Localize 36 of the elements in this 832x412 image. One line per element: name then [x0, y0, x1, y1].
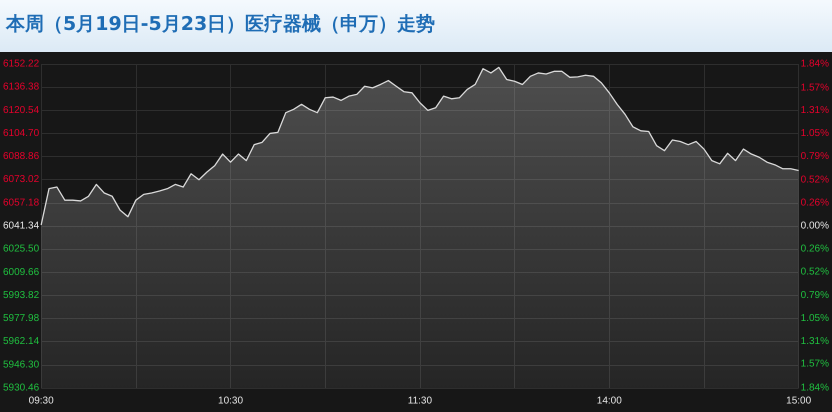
x-tick-label: 10:30 [218, 396, 244, 406]
y2-tick-label: 1.84% [800, 382, 830, 394]
x-tick-label: 14:00 [596, 396, 622, 406]
y2-tick-label: 0.52% [800, 266, 830, 278]
y-tick-label: 6088.86 [2, 151, 40, 162]
y-tick-label: 5993.82 [2, 290, 40, 301]
y-tick-label: 6057.18 [2, 197, 40, 208]
y-tick-label: 6009.66 [2, 266, 40, 278]
y2-tick-label: 1.05% [800, 312, 830, 324]
y2-tick-label: 1.57% [800, 82, 830, 94]
y2-tick-label: 1.05% [800, 128, 830, 140]
y2-tick-label: 0.00% [800, 220, 830, 232]
y2-tick-label: 0.26% [800, 198, 830, 209]
y-tick-label: 5962.14 [2, 336, 40, 348]
y-tick-label: 6104.70 [2, 128, 40, 139]
y2-tick-label: 0.52% [800, 174, 830, 186]
x-tick-label: 15:00 [786, 396, 812, 406]
y-tick-label: 6120.54 [2, 104, 40, 116]
y-tick-label: 5946.30 [2, 359, 40, 370]
y2-tick-label: 1.84% [800, 58, 830, 70]
y-tick-label: 6136.38 [2, 82, 40, 93]
y-tick-label: 6025.50 [2, 244, 40, 255]
y2-tick-label: 1.57% [800, 358, 830, 370]
chart-title: 本周（5月19日-5月23日）医疗器械（申万）走势 [0, 0, 832, 52]
y2-tick-label: 0.79% [800, 290, 830, 302]
y-tick-label: 5930.46 [2, 382, 40, 394]
x-tick-label: 09:30 [28, 396, 54, 406]
y-tick-label: 6152.22 [2, 58, 40, 70]
y2-tick-label: 0.26% [800, 243, 830, 254]
y2-tick-label: 1.31% [800, 105, 830, 116]
y-tick-label: 6041.34 [2, 220, 40, 232]
y-tick-label: 6073.02 [2, 174, 40, 186]
y-tick-label: 5977.98 [2, 313, 40, 324]
y2-tick-label: 1.31% [800, 336, 830, 347]
y2-tick-label: 0.79% [800, 150, 830, 162]
x-tick-label: 11:30 [408, 396, 432, 406]
